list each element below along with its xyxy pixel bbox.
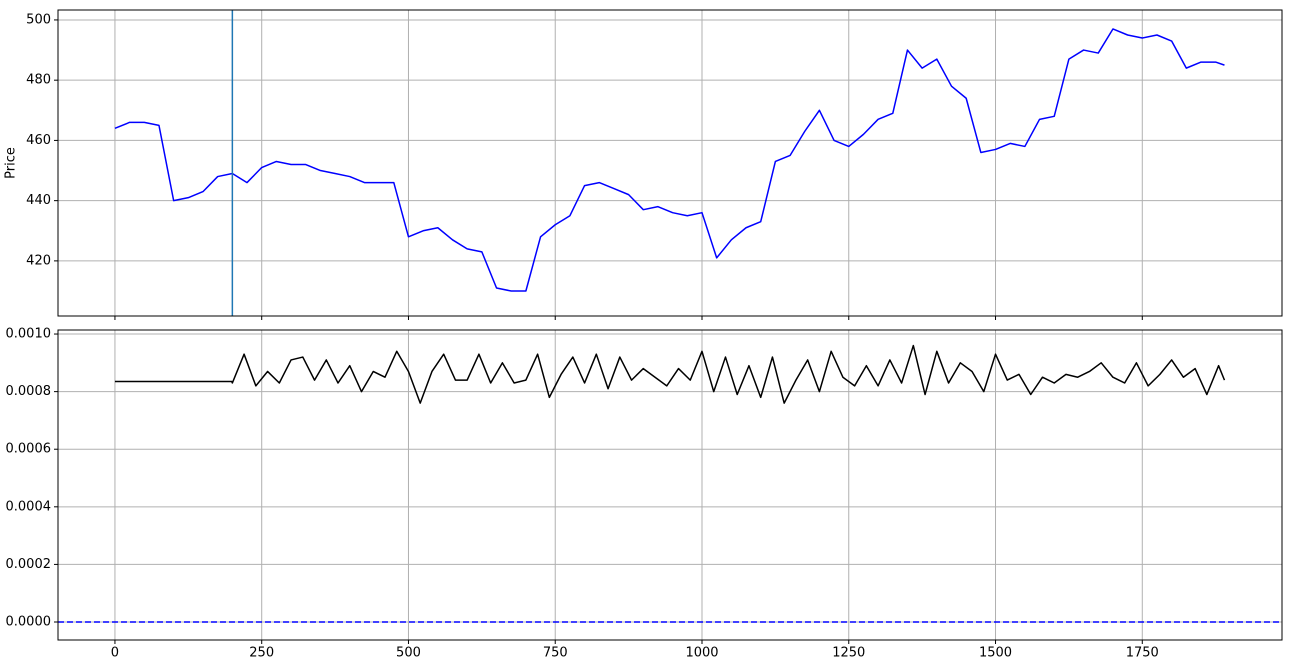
y-tick-label: 0.0010 [6,327,52,342]
y-tick-label: 440 [26,193,51,208]
y-tick-label: 0.0000 [6,615,52,630]
x-tick-label: 750 [543,646,568,661]
x-tick-label: 500 [396,646,421,661]
y-tick-label: 460 [26,133,51,148]
y-tick-label: 0.0002 [6,557,52,572]
x-tick-label: 1250 [832,646,865,661]
y-tick-label: 500 [26,12,51,27]
y-tick-label: 420 [26,253,51,268]
x-tick-label: 250 [249,646,274,661]
x-tick-label: 1000 [685,646,718,661]
x-tick-label: 0 [111,646,119,661]
y-tick-label: 0.0006 [6,442,52,457]
plot-frame [57,329,1283,641]
y-tick-label: 480 [26,73,51,88]
x-tick-label: 1750 [1126,646,1159,661]
y-tick-label: 0.0008 [6,384,52,399]
x-tick-label: 1500 [979,646,1012,661]
y-axis-label: Price [4,147,19,179]
y-tick-label: 0.0004 [6,499,52,514]
series-line [114,28,1225,292]
series-line [114,344,1226,404]
plot-frame [57,9,1283,317]
